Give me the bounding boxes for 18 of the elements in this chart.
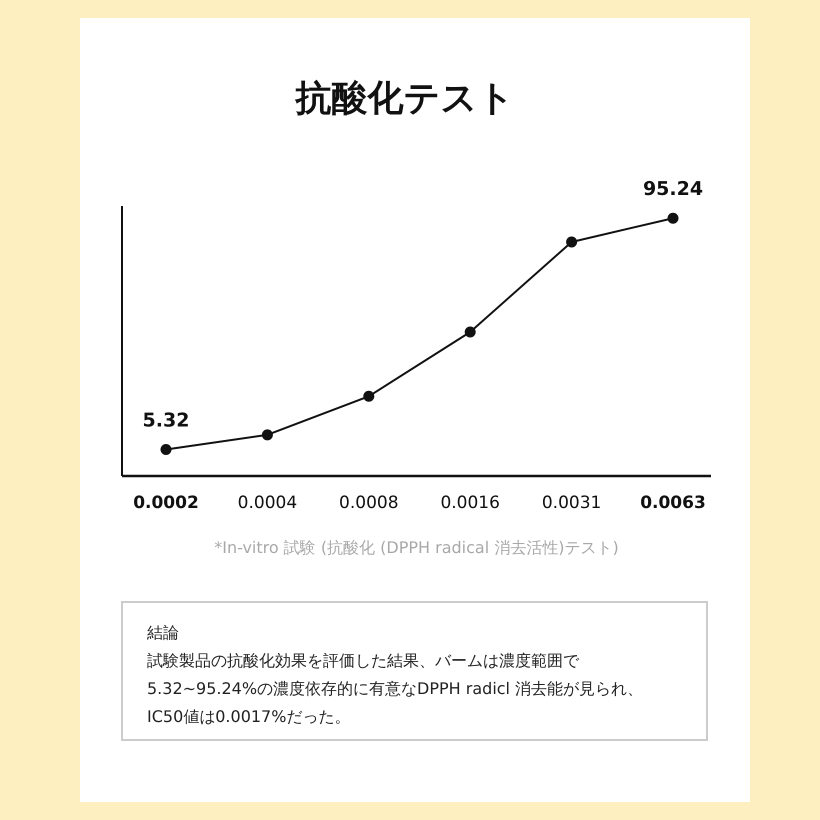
x-tick-label: 0.0004	[238, 493, 298, 513]
point	[262, 429, 273, 440]
point	[464, 326, 476, 338]
chart-title: 抗酸化テスト	[294, 77, 516, 121]
x-tick-label: 0.0063	[640, 493, 706, 513]
point	[363, 390, 374, 402]
point	[668, 212, 678, 224]
x-tick-label: 0.0016	[440, 493, 500, 513]
x-tick-label: 0.0002	[133, 493, 199, 513]
x-tick-label: 0.0008	[339, 493, 399, 513]
data-label: 95.24	[642, 178, 704, 200]
point	[566, 236, 578, 248]
text: 試験製品の抗酸化効果を評価した結果、バームは濃度範囲で5.32~95.24%の濃度依存的に有意なDPPH radicl 消去能が見られ、IC50値は0.0017%だった。	[147, 650, 644, 728]
text: *In-vitro 試験 (抗酸化 (DPPH radical 消去活性)テスト)	[213, 537, 620, 559]
point	[160, 444, 172, 455]
x-tick-label: 0.0031	[542, 493, 602, 513]
text: 結論	[147, 622, 180, 644]
data-label: 5.32	[142, 409, 190, 432]
